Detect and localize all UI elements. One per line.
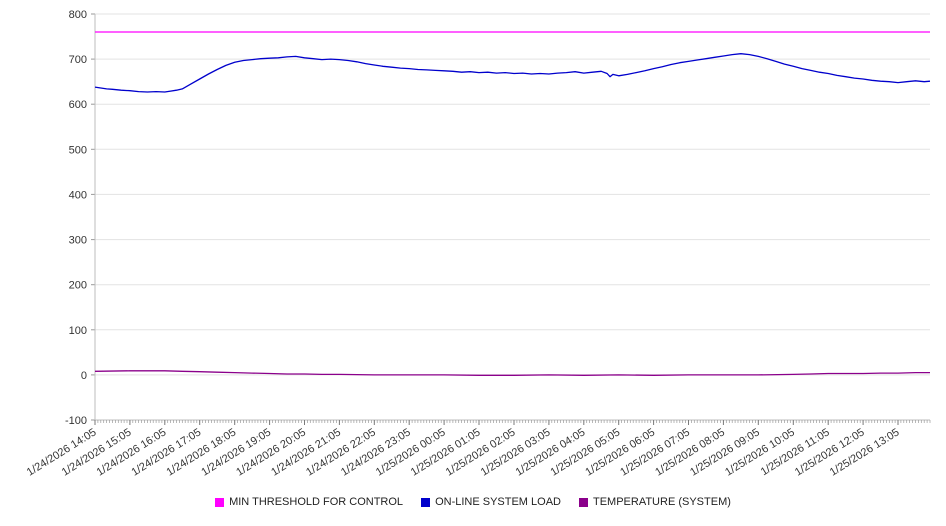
y-axis-label: 400 [69,189,87,201]
y-axis-label: 200 [69,280,87,292]
legend-item-min-threshold: MIN THRESHOLD FOR CONTROL [215,496,403,508]
series-line-2 [94,370,930,376]
y-axis-label: 800 [69,9,87,21]
y-axis-label: 0 [81,370,87,382]
series-line-1 [94,53,931,93]
legend-label: MIN THRESHOLD FOR CONTROL [229,496,404,508]
legend-item-system-load: ON-LINE SYSTEM LOAD [421,496,561,508]
legend-label: ON-LINE SYSTEM LOAD [435,496,561,508]
chart-legend: MIN THRESHOLD FOR CONTROL ON-LINE SYSTEM… [0,496,946,508]
y-axis-label: -100 [65,415,87,427]
legend-swatch-magenta-icon [215,497,225,507]
y-axis-label: 300 [69,235,87,247]
legend-swatch-blue-icon [421,497,431,507]
legend-swatch-purple-icon [578,497,588,507]
y-axis-label: 500 [69,144,87,156]
y-axis-label: 100 [69,325,87,337]
legend-label: TEMPERATURE (SYSTEM) [592,496,731,508]
legend-item-temperature: TEMPERATURE (SYSTEM) [578,496,731,508]
y-axis-label: 600 [69,99,87,111]
y-axis-label: 700 [69,54,87,66]
